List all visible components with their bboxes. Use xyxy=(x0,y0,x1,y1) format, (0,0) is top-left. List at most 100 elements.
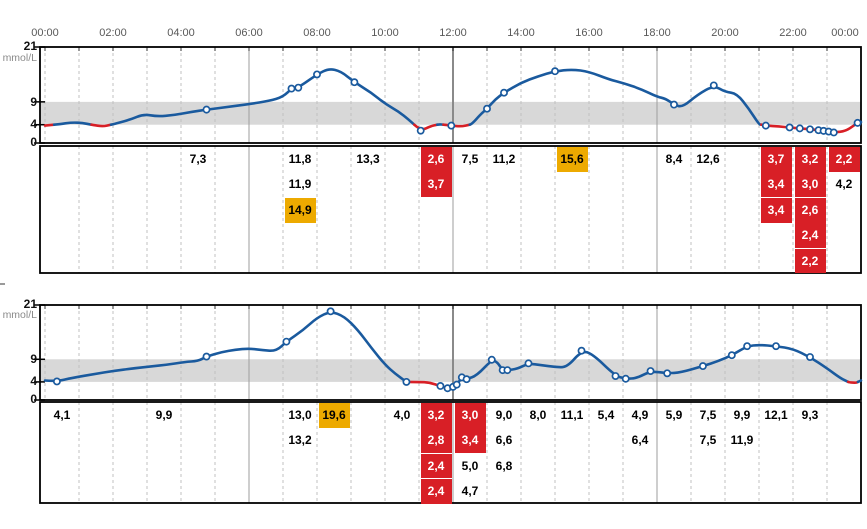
measurement-point xyxy=(202,105,211,114)
target-range-band xyxy=(41,101,861,125)
measurement-point xyxy=(611,372,620,380)
reading-cell: 5,4 xyxy=(597,408,615,422)
reading-cell-low: 2,6 xyxy=(794,197,826,223)
measurement-point xyxy=(483,104,491,113)
glucose-curve-segment xyxy=(457,343,850,384)
reading-cell-high: 19,6 xyxy=(318,403,350,428)
reading-cell: 11,2 xyxy=(492,152,516,166)
readings-table-frame xyxy=(39,145,862,274)
glucose-curve-low-segment xyxy=(413,123,439,131)
reading-cell: 9,0 xyxy=(495,408,513,422)
reading-cell-low: 3,4 xyxy=(454,428,486,453)
time-label: 06:00 xyxy=(235,27,263,39)
measurement-point xyxy=(806,353,814,361)
reading-cell-low: 3,2 xyxy=(794,147,826,172)
reading-cell-low: 3,4 xyxy=(760,172,792,198)
left-margin-tick xyxy=(0,283,5,285)
y-axis-unit-day1: mmol/L xyxy=(2,52,37,64)
measurement-point xyxy=(524,359,533,368)
measurement-point xyxy=(727,351,736,360)
measurement-point xyxy=(326,307,335,316)
target-range-band xyxy=(41,359,861,382)
measurement-point xyxy=(52,377,61,386)
time-label: 16:00 xyxy=(575,27,603,39)
measurement-point xyxy=(350,78,359,87)
reading-cell: 4,9 xyxy=(631,408,649,422)
y-tick-4-day2: 4 xyxy=(30,374,37,388)
y-tick-9-day2: 9 xyxy=(30,352,37,366)
time-label: 20:00 xyxy=(711,27,739,39)
chart-frame xyxy=(39,46,862,144)
glucose-curve-segment xyxy=(856,379,863,384)
measurement-point xyxy=(402,377,411,386)
measurement-point xyxy=(436,382,445,390)
time-label: 10:00 xyxy=(371,27,399,39)
measurement-point xyxy=(487,355,496,364)
measurement-point xyxy=(503,366,512,375)
time-label: 04:00 xyxy=(167,27,195,39)
measurement-point xyxy=(462,375,471,384)
reading-cell-low: 3,0 xyxy=(454,403,486,428)
measurement-point xyxy=(447,121,456,130)
reading-cell-low: 3,4 xyxy=(760,197,792,223)
glucose-curve-low-segment xyxy=(43,123,56,127)
reading-cell-low: 2,4 xyxy=(420,453,452,479)
measurement-point xyxy=(743,342,752,351)
measurement-point xyxy=(621,374,630,383)
reading-cell: 9,9 xyxy=(155,408,173,422)
reading-cell: 11,9 xyxy=(730,433,754,448)
glucose-curve-low-segment xyxy=(442,123,471,128)
y-tick-0-day2: 0 xyxy=(30,392,37,406)
reading-cell: 4,2 xyxy=(835,177,853,192)
reading-cell-low: 2,2 xyxy=(828,147,860,172)
measurement-point xyxy=(313,70,321,79)
reading-cell-low: 3,7 xyxy=(760,147,792,172)
glucose-curve-segment xyxy=(468,68,763,126)
reading-cell: 11,9 xyxy=(288,177,312,192)
reading-cell: 5,9 xyxy=(665,408,683,422)
reading-cell: 7,5 xyxy=(699,408,717,422)
y-tick-21-day1: 21 xyxy=(23,39,37,53)
y-tick-21-day2: 21 xyxy=(23,297,37,311)
glucose-curve-segment xyxy=(52,121,93,126)
reading-cell: 8,0 xyxy=(529,408,547,422)
glucose-curve-segment xyxy=(43,311,408,384)
measurement-point xyxy=(829,128,838,137)
reading-cell: 11,1 xyxy=(560,408,584,422)
reading-cell: 4,7 xyxy=(461,483,479,498)
reading-cell: 12,1 xyxy=(764,408,788,422)
reading-cell-low: 3,2 xyxy=(420,403,452,428)
measurement-point xyxy=(416,126,425,135)
reading-cell: 11,8 xyxy=(288,152,312,166)
time-label: 18:00 xyxy=(643,27,671,39)
reading-cell-low: 2,2 xyxy=(794,248,826,274)
measurement-point xyxy=(282,337,291,346)
reading-cell-low: 3,7 xyxy=(420,172,452,198)
reading-cell: 6,8 xyxy=(495,458,513,473)
measurement-point xyxy=(294,83,303,92)
reading-cell-low: 3,0 xyxy=(794,172,826,198)
glucose-curve-low-segment xyxy=(846,380,860,384)
reading-cell: 7,5 xyxy=(699,433,717,448)
y-tick-4-day1: 4 xyxy=(30,117,37,131)
y-tick-0-day1: 0 xyxy=(30,135,37,149)
reading-cell: 7,5 xyxy=(461,152,479,166)
reading-cell-high: 15,6 xyxy=(556,147,588,172)
glucose-curve-segment xyxy=(109,68,416,126)
reading-cell: 12,6 xyxy=(696,152,720,166)
reading-cell: 4,1 xyxy=(53,408,71,422)
time-label: 08:00 xyxy=(303,27,331,39)
measurement-point xyxy=(709,81,718,90)
reading-cell-low: 2,8 xyxy=(420,428,452,453)
time-label: 02:00 xyxy=(99,27,127,39)
reading-cell: 13,0 xyxy=(288,408,312,422)
measurement-point xyxy=(646,367,655,375)
reading-cell-low: 2,4 xyxy=(420,478,452,504)
reading-cell: 8,4 xyxy=(665,152,683,166)
y-axis-unit-day2: mmol/L xyxy=(2,309,37,321)
measurement-point xyxy=(551,67,559,76)
glucose-curve-low-segment xyxy=(90,123,113,128)
y-tick-9-day1: 9 xyxy=(30,95,37,109)
